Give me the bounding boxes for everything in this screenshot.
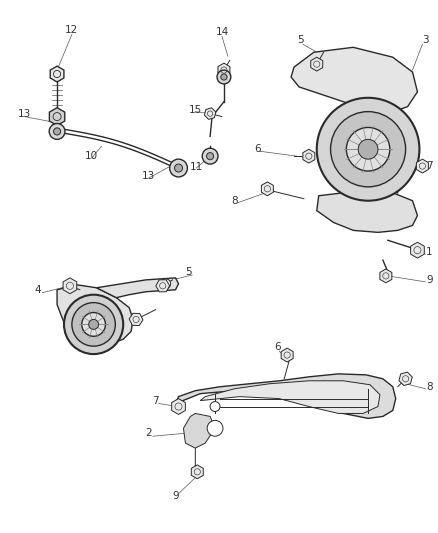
Circle shape [88,319,99,329]
Text: 3: 3 [422,35,429,45]
Polygon shape [291,47,417,111]
Polygon shape [176,374,396,418]
Text: 2: 2 [145,428,152,438]
Text: 5: 5 [185,267,192,277]
Text: 6: 6 [274,342,281,352]
Polygon shape [317,191,417,232]
Circle shape [49,124,65,139]
Circle shape [358,139,378,159]
Polygon shape [96,278,179,297]
Polygon shape [184,414,215,448]
Text: 14: 14 [215,28,229,37]
Text: 11: 11 [190,162,203,172]
Circle shape [331,111,406,187]
Text: 15: 15 [189,104,202,115]
Text: 1: 1 [426,247,433,257]
Circle shape [207,421,223,436]
Text: 10: 10 [85,151,98,161]
Polygon shape [49,108,65,125]
Text: 8: 8 [232,196,238,206]
Circle shape [202,148,218,164]
Polygon shape [50,66,64,82]
Circle shape [317,98,420,201]
Circle shape [174,164,183,172]
Polygon shape [281,348,293,362]
Polygon shape [261,182,273,196]
Text: 13: 13 [18,109,31,119]
Polygon shape [417,159,428,173]
Polygon shape [205,108,216,119]
Text: 13: 13 [142,171,155,181]
Text: 9: 9 [426,275,433,285]
Polygon shape [129,313,143,326]
Circle shape [217,70,231,84]
Polygon shape [303,149,315,163]
Circle shape [82,312,106,336]
Circle shape [207,152,214,160]
Text: 7: 7 [152,395,159,406]
Circle shape [210,401,220,411]
Polygon shape [200,381,380,414]
Circle shape [64,295,123,354]
Circle shape [161,279,171,289]
Polygon shape [311,57,323,71]
Polygon shape [410,243,424,258]
Text: 8: 8 [426,382,433,392]
Circle shape [221,74,227,80]
Text: 12: 12 [65,26,78,36]
Text: 4: 4 [34,285,41,295]
Polygon shape [191,465,203,479]
Text: 6: 6 [254,144,261,154]
Text: 9: 9 [172,490,179,500]
Circle shape [346,127,390,171]
Text: 7: 7 [426,161,433,171]
Polygon shape [380,269,392,283]
Circle shape [72,303,115,346]
Polygon shape [218,63,230,77]
Circle shape [53,128,60,135]
Polygon shape [63,278,77,294]
Polygon shape [57,285,133,344]
Polygon shape [156,280,170,292]
Polygon shape [172,399,185,415]
Polygon shape [399,372,412,385]
Circle shape [170,159,187,177]
Text: 5: 5 [298,35,304,45]
